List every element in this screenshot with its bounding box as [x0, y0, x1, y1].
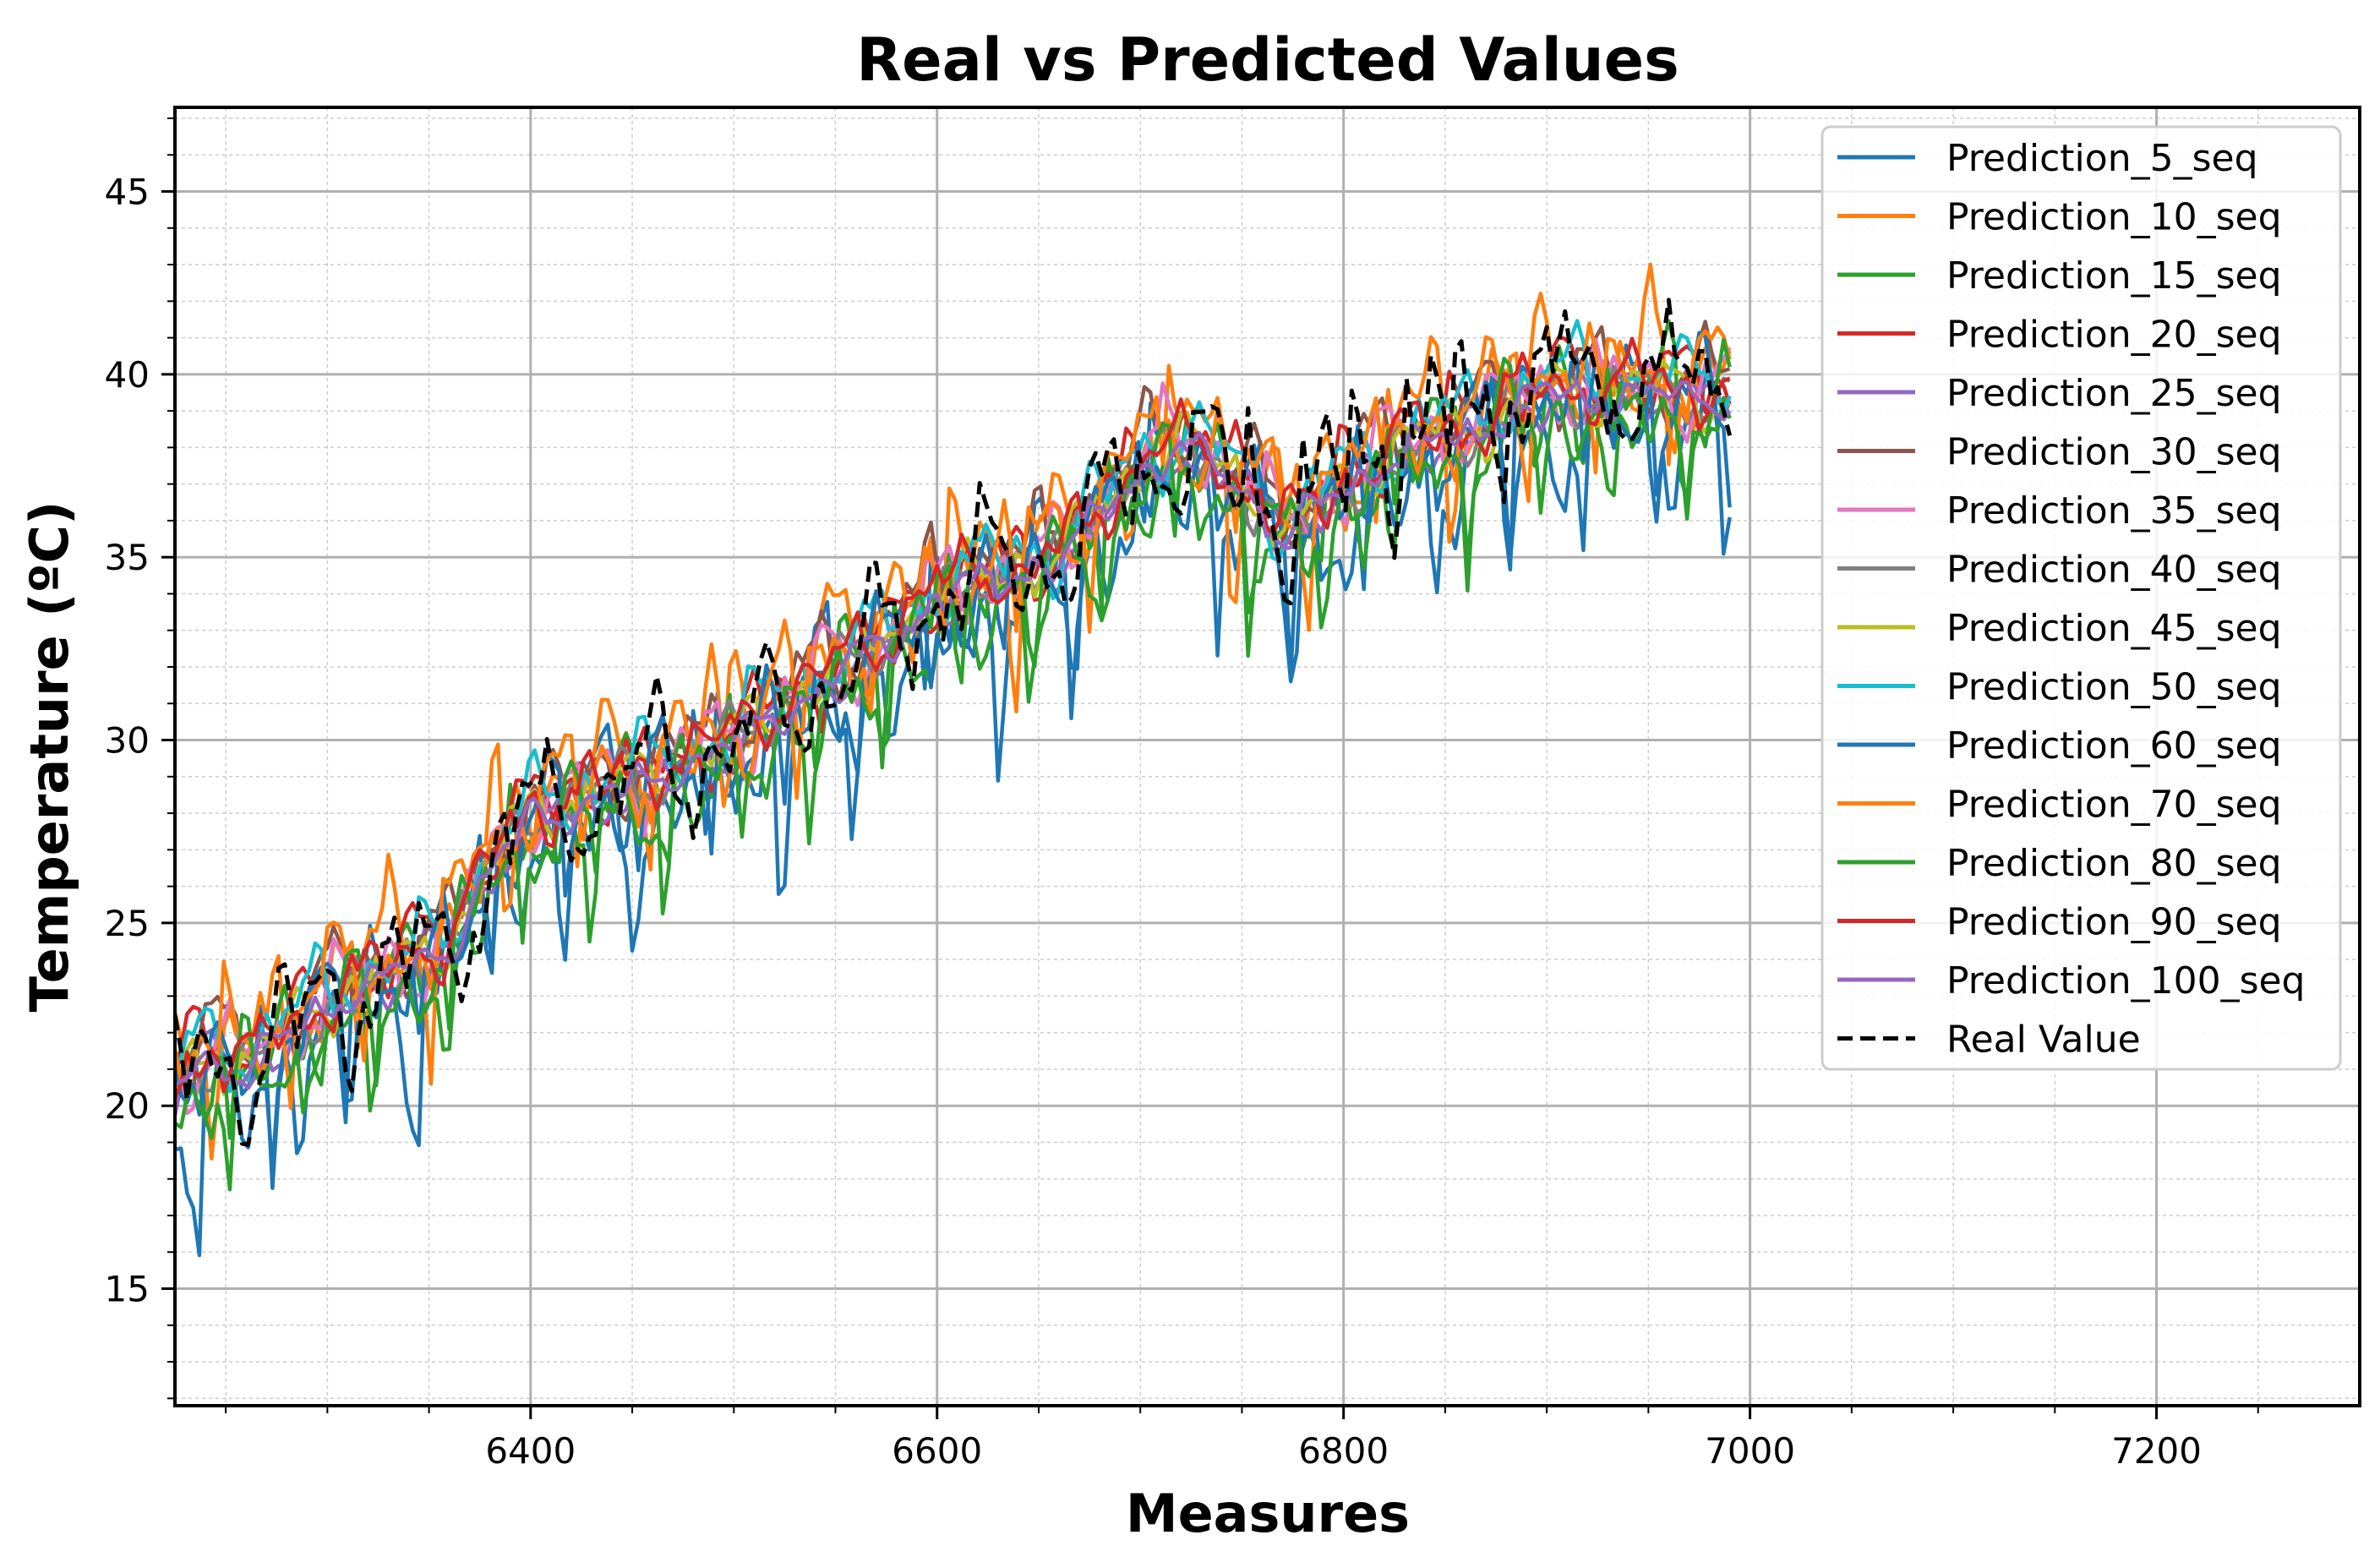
legend-label: Prediction_5_seq	[1946, 137, 2258, 180]
series-layer	[172, 262, 1733, 1258]
legend-label: Prediction_25_seq	[1946, 372, 2282, 415]
y-tick-label: 25	[105, 903, 150, 944]
series-line-prediction-80-seq	[173, 337, 1732, 1140]
y-tick-label: 40	[105, 354, 150, 396]
y-tick-label: 15	[105, 1269, 150, 1310]
legend-label: Prediction_80_seq	[1946, 842, 2282, 885]
series-line-real-value	[172, 298, 1733, 1147]
x-tick-label: 6800	[1298, 1430, 1389, 1472]
legend-label: Prediction_100_seq	[1946, 959, 2306, 1002]
legend-label: Prediction_15_seq	[1946, 254, 2282, 298]
chart-title: Real vs Predicted Values	[856, 25, 1679, 95]
legend-label: Prediction_30_seq	[1946, 431, 2282, 474]
x-tick-label: 6400	[485, 1430, 576, 1472]
x-tick-label: 7200	[2111, 1430, 2202, 1472]
y-tick-label: 20	[105, 1085, 150, 1127]
series-line-prediction-35-seq	[174, 337, 1732, 1116]
legend-label: Prediction_70_seq	[1946, 784, 2282, 827]
axis-ticks: 6400 6600 6800 7000 7200 15 20 25 30 35 40 45	[105, 117, 2259, 1472]
y-tick-label: 45	[105, 172, 150, 213]
legend-label: Prediction_20_seq	[1946, 314, 2282, 357]
legend-label: Prediction_60_seq	[1946, 724, 2282, 768]
y-tick-label: 35	[105, 537, 150, 578]
legend-label: Prediction_50_seq	[1946, 666, 2282, 709]
legend: Prediction_5_seq Prediction_10_seq Predict…	[1820, 125, 2342, 1071]
legend-label: Prediction_35_seq	[1946, 489, 2282, 533]
legend-label: Prediction_40_seq	[1946, 549, 2282, 592]
legend-label: Real Value	[1946, 1019, 2141, 1062]
legend-label: Prediction_45_seq	[1946, 607, 2282, 650]
x-axis-label: Measures	[1126, 1483, 1410, 1544]
x-tick-label: 6600	[892, 1430, 982, 1472]
plot-frame	[173, 106, 2361, 1407]
x-tick-label: 7000	[1705, 1430, 1795, 1472]
legend-box	[1820, 125, 2342, 1071]
legend-label: Prediction_10_seq	[1946, 196, 2282, 239]
legend-label: Prediction_90_seq	[1946, 901, 2282, 944]
series-line-prediction-90-seq	[172, 336, 1731, 1099]
series-line-prediction-60-seq	[172, 331, 1732, 1172]
y-axis-label: Temperature (ºC)	[19, 501, 80, 1013]
y-tick-label: 30	[105, 720, 150, 762]
